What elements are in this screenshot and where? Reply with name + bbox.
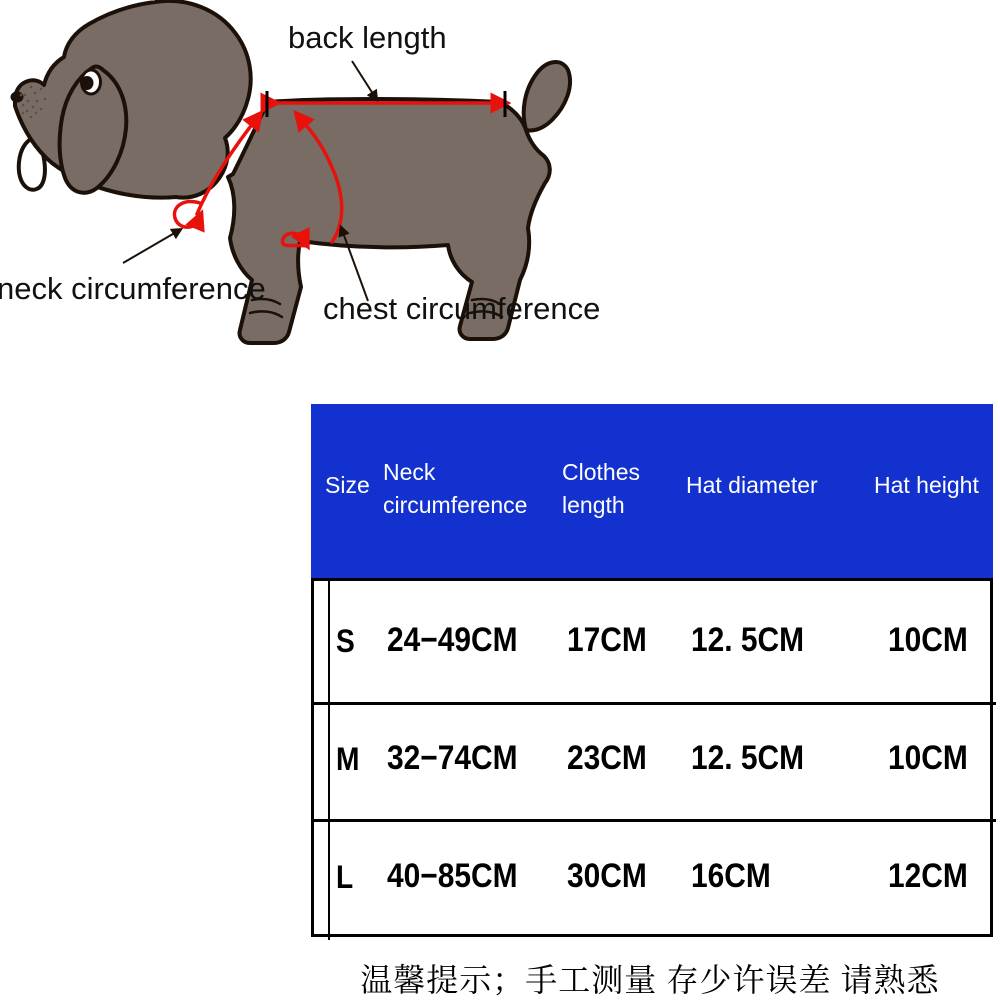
svg-text:back length: back length <box>288 20 447 55</box>
svg-text:chest circumference: chest circumference <box>323 291 600 326</box>
svg-text:neck circumference: neck circumference <box>0 271 266 306</box>
